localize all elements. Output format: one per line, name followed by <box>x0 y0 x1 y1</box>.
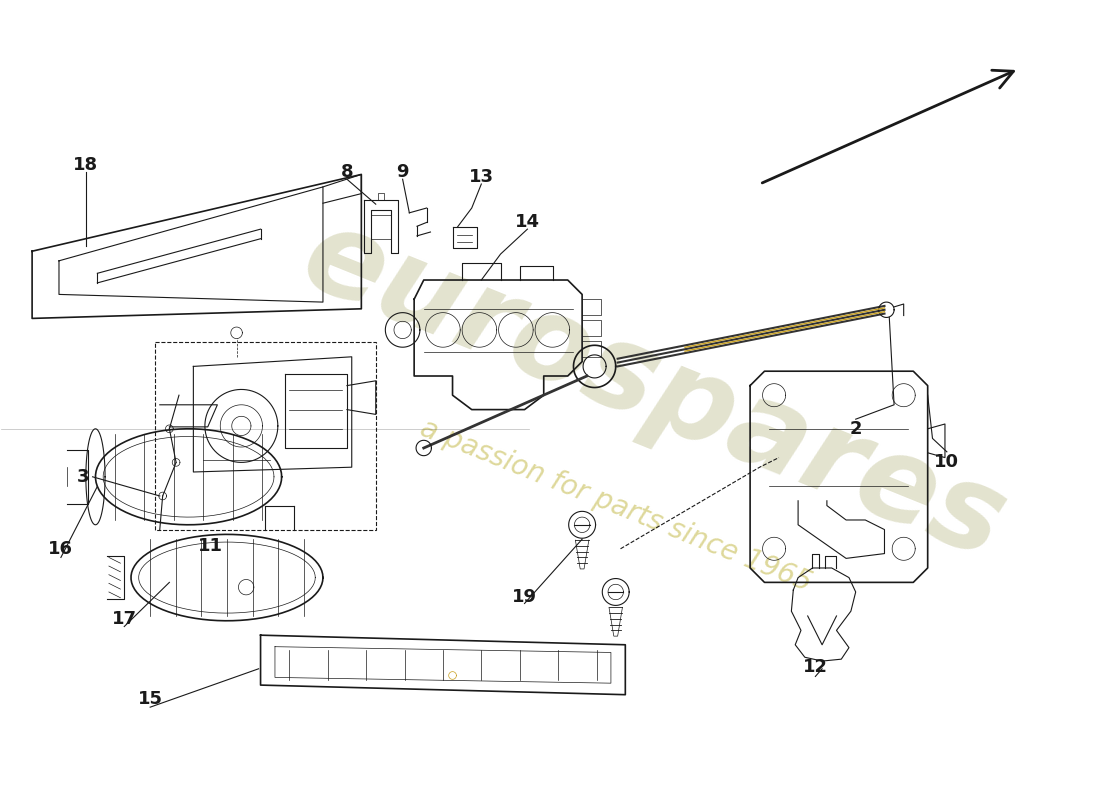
Text: 2: 2 <box>849 420 862 438</box>
Text: 17: 17 <box>112 610 136 628</box>
Text: 10: 10 <box>934 454 959 471</box>
Text: 12: 12 <box>803 658 828 676</box>
Text: 3: 3 <box>77 468 89 486</box>
Text: 15: 15 <box>138 690 163 709</box>
Text: a passion for parts since 1965: a passion for parts since 1965 <box>416 414 815 597</box>
Text: 9: 9 <box>396 162 409 181</box>
Text: 11: 11 <box>198 537 223 555</box>
Text: 16: 16 <box>48 540 74 558</box>
Text: 8: 8 <box>341 162 353 181</box>
Text: eurospares: eurospares <box>287 198 1022 583</box>
Bar <box>155 342 376 530</box>
Text: 14: 14 <box>515 214 540 231</box>
Text: 18: 18 <box>74 156 98 174</box>
Text: 13: 13 <box>469 168 494 186</box>
Text: 19: 19 <box>512 588 537 606</box>
